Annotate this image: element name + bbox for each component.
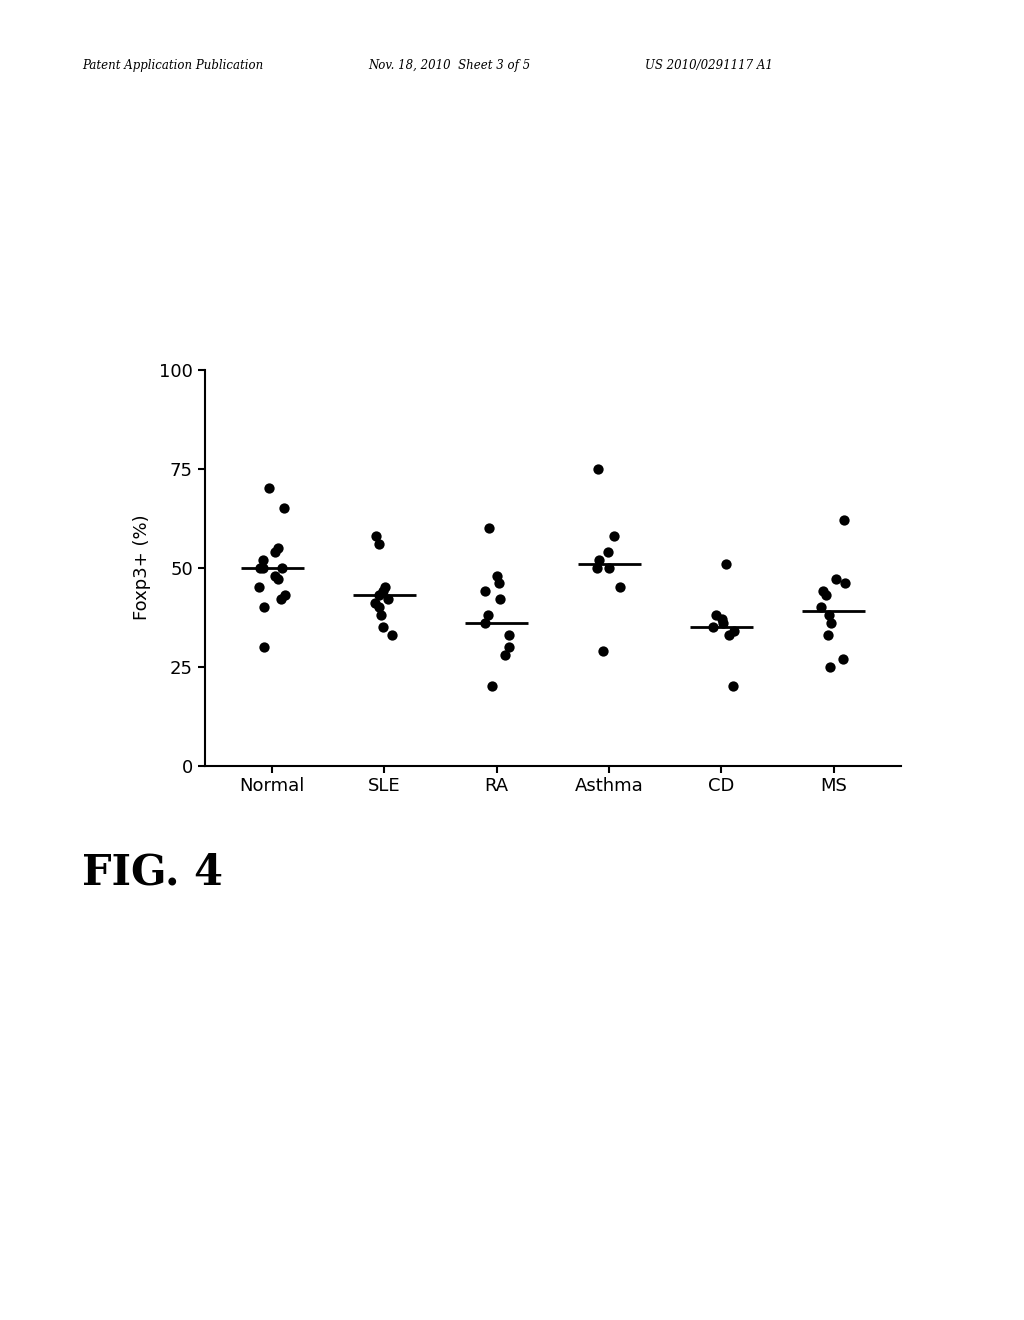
Point xyxy=(368,525,384,546)
Point xyxy=(501,636,517,657)
Text: US 2010/0291117 A1: US 2010/0291117 A1 xyxy=(645,59,773,73)
Point xyxy=(497,644,513,665)
Point xyxy=(367,593,383,614)
Point xyxy=(721,624,737,645)
Point xyxy=(256,597,272,618)
Point xyxy=(477,612,494,634)
Point xyxy=(501,624,517,645)
Point xyxy=(480,517,497,539)
Point xyxy=(715,612,731,634)
Point xyxy=(251,577,267,598)
Point xyxy=(813,597,829,618)
Point xyxy=(814,581,830,602)
Point xyxy=(261,478,278,499)
Text: FIG. 4: FIG. 4 xyxy=(82,851,223,894)
Text: Patent Application Publication: Patent Application Publication xyxy=(82,59,263,73)
Point xyxy=(817,585,834,606)
Point xyxy=(819,624,836,645)
Point xyxy=(821,656,838,677)
Point xyxy=(377,577,393,598)
Point xyxy=(601,557,617,578)
Point xyxy=(489,565,506,586)
Point xyxy=(606,525,623,546)
Point xyxy=(269,569,286,590)
Point xyxy=(379,589,395,610)
Point xyxy=(373,605,389,626)
Point xyxy=(371,533,387,554)
Point xyxy=(266,565,283,586)
Point xyxy=(835,648,851,669)
Point xyxy=(276,585,293,606)
Point xyxy=(709,605,725,626)
Point xyxy=(252,557,268,578)
Point xyxy=(822,612,839,634)
Point xyxy=(479,605,496,626)
Point xyxy=(718,553,734,574)
Point xyxy=(828,569,845,590)
Point xyxy=(266,541,283,562)
Point xyxy=(705,616,721,638)
Point xyxy=(612,577,629,598)
Point xyxy=(590,458,606,479)
Point xyxy=(483,676,500,697)
Point xyxy=(255,549,271,570)
Point xyxy=(492,589,508,610)
Point xyxy=(725,676,741,697)
Point xyxy=(492,573,508,594)
Point xyxy=(714,609,730,630)
Point xyxy=(384,624,400,645)
Point xyxy=(837,510,853,531)
Point xyxy=(821,605,838,626)
Point xyxy=(837,573,853,594)
Point xyxy=(599,541,615,562)
Point xyxy=(371,597,387,618)
Text: Nov. 18, 2010  Sheet 3 of 5: Nov. 18, 2010 Sheet 3 of 5 xyxy=(369,59,530,73)
Point xyxy=(589,557,605,578)
Point xyxy=(375,616,391,638)
Point xyxy=(276,498,293,519)
Y-axis label: Foxp3+ (%): Foxp3+ (%) xyxy=(133,515,151,620)
Point xyxy=(591,549,607,570)
Point xyxy=(273,589,290,610)
Point xyxy=(594,640,610,661)
Point xyxy=(255,636,271,657)
Point xyxy=(371,585,387,606)
Point xyxy=(726,620,742,642)
Point xyxy=(270,537,287,558)
Point xyxy=(255,557,271,578)
Point xyxy=(476,581,493,602)
Point xyxy=(273,557,290,578)
Point xyxy=(375,581,391,602)
